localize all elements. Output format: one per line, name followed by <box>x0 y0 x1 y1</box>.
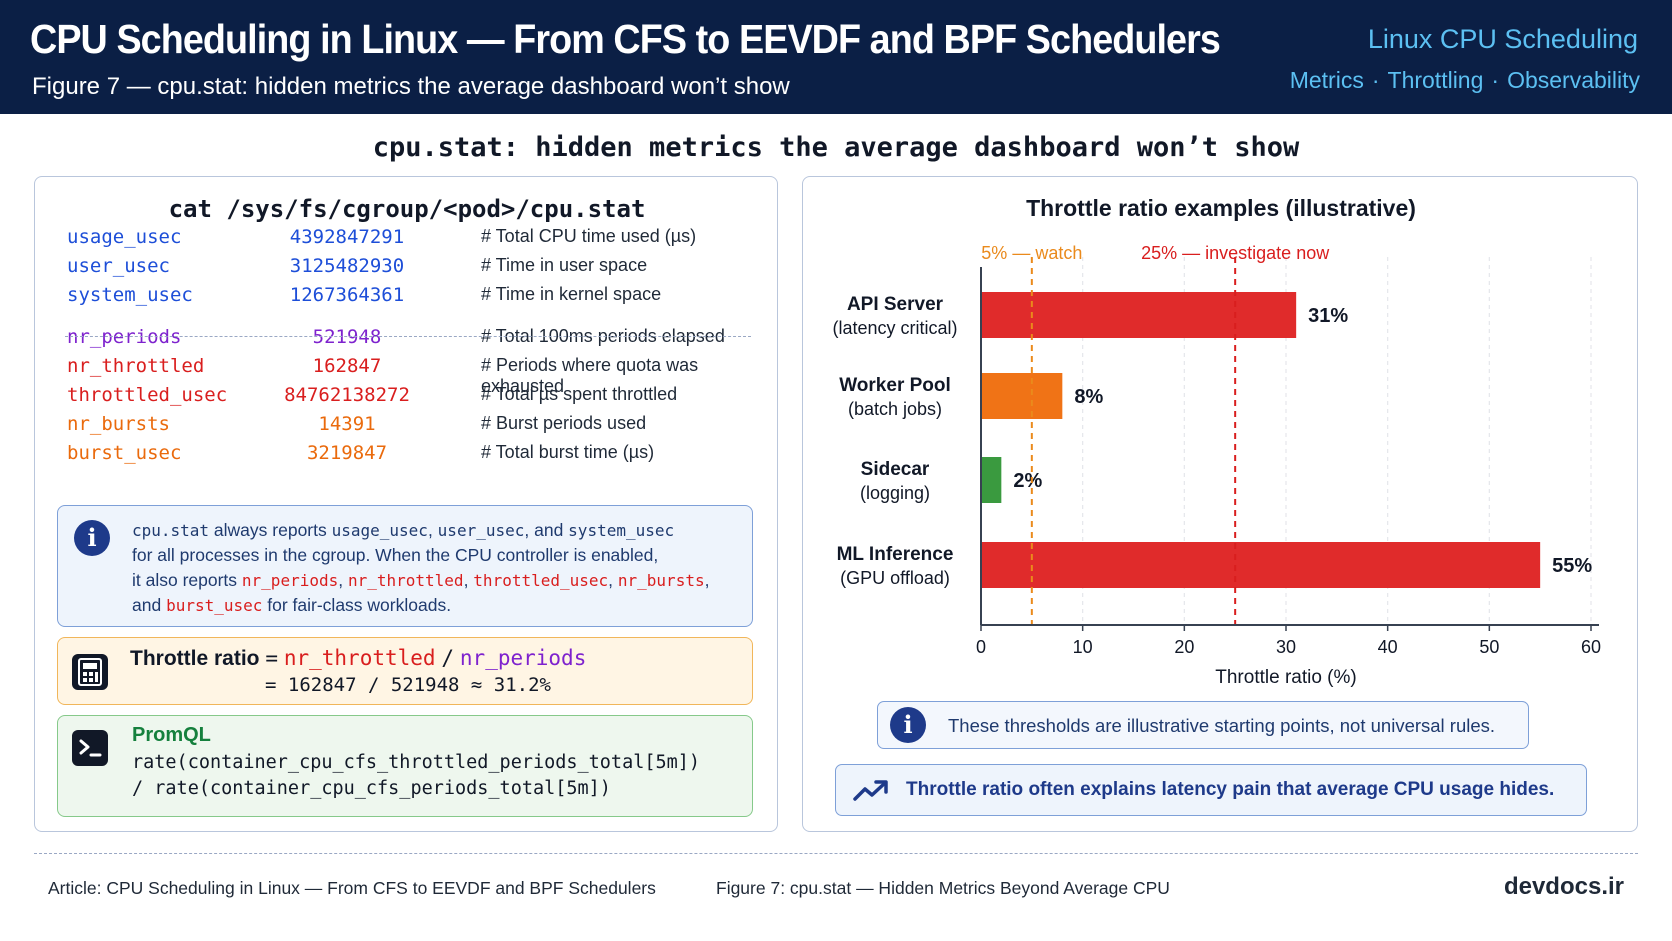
footer-figure-caption: Figure 7: cpu.stat — Hidden Metrics Beyo… <box>716 878 1170 898</box>
throttle-ratio-box: Throttle ratio = nr_throttled / nr_perio… <box>57 637 753 705</box>
chart-panel: Throttle ratio examples (illustrative) 3… <box>802 176 1638 832</box>
bar-worker-pool <box>981 373 1063 419</box>
category-label: Worker Pool <box>839 375 951 396</box>
info-icon: i <box>890 707 926 743</box>
throttle-ratio-chart: 31% API Server (latency critical) 8% Worker … <box>832 243 1601 688</box>
stat-value: 1267364361 <box>289 284 405 306</box>
stat-key: user_usec <box>67 255 170 277</box>
x-axis-label: Throttle ratio (%) <box>1215 667 1356 688</box>
page-title: cpu.stat: hidden metrics the average das… <box>372 132 1300 163</box>
tag-metrics: Metrics <box>1289 67 1364 93</box>
x-tick-label: 0 <box>976 637 986 657</box>
x-tick-label: 20 <box>1174 637 1194 657</box>
category-label: ML Inference <box>837 544 954 565</box>
stat-value: 3125482930 <box>289 255 405 277</box>
stat-key: system_usec <box>67 284 193 306</box>
stat-value: 4392847291 <box>289 226 405 248</box>
category-label: Sidecar <box>861 459 930 480</box>
stat-value: 84762138272 <box>284 384 410 406</box>
footer-site: devdocs.ir <box>1503 873 1624 900</box>
stat-row-burst-usec: burst_usec 3219847 # Total burst time (µs) <box>67 442 767 470</box>
bar-ml-inference <box>981 542 1541 588</box>
stat-key: burst_usec <box>67 442 182 464</box>
category-sublabel: (GPU offload) <box>840 568 950 588</box>
promql-line-1: rate(container_cpu_cfs_throttled_periods… <box>132 752 701 773</box>
stat-comment: # Time in user space <box>481 255 648 275</box>
bar-sidecar <box>981 457 1002 503</box>
threshold-note: i These thresholds are illustrative star… <box>877 701 1529 749</box>
promql-box: PromQL rate(container_cpu_cfs_throttled_… <box>57 715 753 817</box>
x-tick-label: 10 <box>1073 637 1093 657</box>
stat-comment: # Total µs spent throttled <box>481 384 678 404</box>
info-icon: i <box>74 520 110 556</box>
header-banner: CPU Scheduling in Linux — From CFS to EE… <box>0 0 1672 114</box>
stat-value: 162847 <box>312 355 382 377</box>
stat-key: nr_throttled <box>67 355 205 377</box>
stat-key: throttled_usec <box>67 384 228 406</box>
category-sublabel: (latency critical) <box>832 318 957 338</box>
calculator-icon <box>72 654 108 690</box>
series-brand: Linux CPU Scheduling <box>1367 24 1638 54</box>
stat-divider <box>65 336 751 337</box>
stat-row-throttled-usec: throttled_usec 84762138272 # Total µs spen… <box>67 384 767 412</box>
insight-note: Throttle ratio often explains latency pa… <box>835 764 1587 816</box>
bar-value-label: 31% <box>1308 305 1348 327</box>
terminal-icon <box>72 730 108 766</box>
tag-observability: Observability <box>1507 67 1640 93</box>
stat-row-user-usec: user_usec 3125482930 # Time in user space <box>67 255 767 283</box>
stat-comment: # Total burst time (µs) <box>481 442 655 462</box>
cat-command: cat /sys/fs/cgroup/<pod>/cpu.stat <box>168 195 646 223</box>
x-tick-label: 40 <box>1378 637 1398 657</box>
chart-title: Throttle ratio examples (illustrative) <box>1026 195 1416 221</box>
figure-subtitle: Figure 7 — cpu.stat: hidden metrics the … <box>32 73 790 100</box>
stat-key: nr_periods <box>67 326 182 348</box>
stat-comment: # Periods where quota was exhausted <box>481 355 699 396</box>
trending-up-icon <box>853 780 888 801</box>
bar-value-label: 8% <box>1074 386 1103 408</box>
insight-note-text: Throttle ratio often explains latency pa… <box>906 779 1555 800</box>
threshold-label: 25% — investigate now <box>1141 243 1330 263</box>
stat-value: 3219847 <box>306 442 388 464</box>
threshold-label: 5% — watch <box>981 243 1082 263</box>
bar-value-label: 2% <box>1013 470 1042 492</box>
x-tick-label: 60 <box>1581 637 1601 657</box>
footer-divider <box>34 853 1638 854</box>
stat-row-system-usec: system_usec 1267364361 # Time in kernel sp… <box>67 284 767 312</box>
promql-line-2: / rate(container_cpu_cfs_periods_total[5… <box>132 778 611 799</box>
bar-api-server <box>981 292 1297 338</box>
stat-value: 14391 <box>318 413 376 435</box>
category-sublabel: (batch jobs) <box>848 399 942 419</box>
tag-throttling: Throttling <box>1387 67 1484 93</box>
category-label: API Server <box>847 294 944 315</box>
info-box: i cpu.stat always reports usage_usec, us… <box>57 505 753 627</box>
promql-title: PromQL <box>132 724 211 746</box>
ratio-formula: Throttle ratio = nr_throttled / nr_perio… <box>130 646 587 670</box>
stat-comment: # Burst periods used <box>481 413 647 433</box>
stat-comment: # Time in kernel space <box>481 284 662 304</box>
stat-key: nr_bursts <box>67 413 170 435</box>
threshold-note-text: These thresholds are illustrative starti… <box>948 715 1496 736</box>
stat-row-nr-throttled: nr_throttled 162847 # Periods where quota … <box>67 355 767 396</box>
main-title: CPU Scheduling in Linux — From CFS to EE… <box>30 16 1221 62</box>
stat-row-nr-periods: nr_periods 521948 # Total 100ms periods el… <box>67 326 767 354</box>
category-sublabel: (logging) <box>860 483 930 503</box>
stat-comment: # Total CPU time used (µs) <box>481 226 697 246</box>
x-tick-label: 50 <box>1479 637 1499 657</box>
stat-row-nr-bursts: nr_bursts 14391 # Burst periods used <box>67 413 767 441</box>
cpu-stat-panel: cat /sys/fs/cgroup/<pod>/cpu.stat usage_… <box>34 176 778 832</box>
x-tick-label: 30 <box>1276 637 1296 657</box>
topic-tags: Metrics · Throttling · Observability <box>1289 67 1640 93</box>
info-text: cpu.stat always reports usage_usec, user… <box>132 520 710 615</box>
bar-value-label: 55% <box>1552 555 1592 577</box>
stat-row-usage-usec: usage_usec 4392847291 # Total CPU time use… <box>67 226 767 254</box>
footer-article: Article: CPU Scheduling in Linux — From … <box>48 878 656 898</box>
stat-key: usage_usec <box>67 226 182 248</box>
ratio-calculation: = 162847 / 521948 ≈ 31.2% <box>265 674 551 696</box>
stat-value: 521948 <box>312 326 382 348</box>
